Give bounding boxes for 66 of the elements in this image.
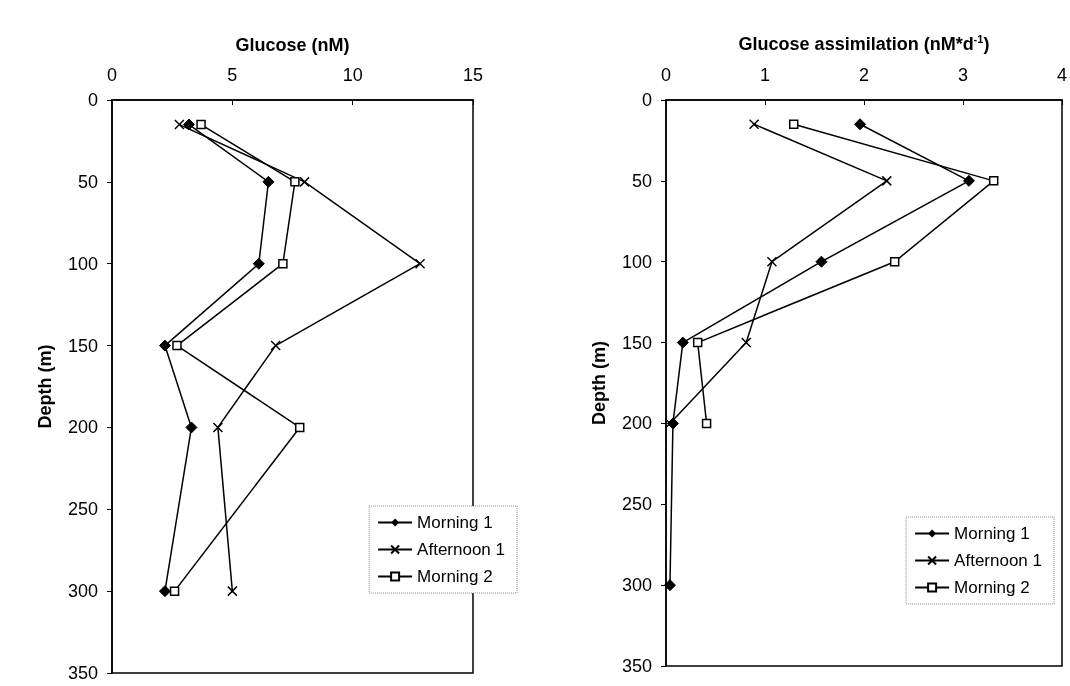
point (290, 177, 300, 187)
y-tick-label: 350 (621, 656, 652, 676)
legend-label: Afternoon 1 (417, 540, 506, 559)
x-tick-label: 1 (759, 65, 771, 85)
point (294, 422, 305, 433)
y-tick-label: 100 (621, 251, 652, 272)
legend-label: Morning 2 (954, 578, 1030, 597)
point (740, 337, 752, 348)
y-tick-label: 300 (621, 575, 652, 596)
point (748, 119, 760, 130)
point (854, 118, 867, 131)
y-tick-label: 50 (631, 170, 652, 191)
point (278, 258, 288, 269)
point (701, 418, 712, 429)
y-tick-label: 150 (621, 332, 652, 353)
y-tick-label: 0 (87, 90, 98, 110)
point (212, 422, 224, 433)
point (172, 340, 182, 351)
point (158, 585, 171, 598)
point (815, 255, 828, 268)
x-tick-label: 3 (957, 65, 968, 85)
legend-label: Morning 1 (417, 513, 493, 532)
y-tick-label: 200 (621, 413, 652, 434)
legend-label: Morning 1 (954, 524, 1030, 543)
x-tick-label: 0 (106, 65, 118, 85)
x-tick-label: 5 (227, 65, 238, 85)
point (788, 119, 799, 130)
point (270, 340, 281, 351)
x-tick-label: 0 (660, 65, 672, 85)
point (174, 119, 185, 130)
point (252, 257, 265, 270)
y-tick-label: 200 (67, 417, 98, 438)
point (692, 337, 703, 348)
point (158, 339, 171, 352)
x-tick-label: 4 (1056, 65, 1067, 85)
point (962, 174, 975, 187)
y-tick-label: 50 (77, 171, 98, 192)
point (185, 421, 198, 434)
legend-label: Afternoon 1 (954, 551, 1043, 570)
point (169, 586, 180, 596)
y-tick-label: 350 (67, 663, 98, 683)
point (766, 256, 778, 267)
point (663, 579, 676, 592)
point (414, 258, 426, 269)
y-tick-label: 100 (67, 253, 98, 274)
point (889, 256, 900, 267)
point (196, 119, 206, 130)
x-tick-label: 2 (858, 65, 870, 85)
point (881, 175, 893, 187)
y-axis-title: Depth (m) (35, 344, 55, 429)
point (988, 176, 999, 186)
y-axis-title: Depth (m) (589, 341, 609, 425)
point (227, 585, 238, 597)
point (676, 336, 689, 349)
y-tick-label: 250 (621, 494, 652, 515)
y-tick-label: 250 (67, 499, 98, 520)
point (262, 175, 275, 188)
legend-label: Morning 2 (417, 567, 493, 586)
x-tick-label: 15 (462, 65, 484, 85)
y-tick-label: 300 (67, 581, 98, 602)
x-axis-title: Glucose (nM) (235, 35, 350, 55)
point (183, 118, 196, 131)
y-tick-label: 150 (67, 335, 98, 356)
point (299, 176, 310, 188)
x-tick-label: 10 (342, 65, 363, 85)
y-tick-label: 0 (641, 90, 652, 110)
